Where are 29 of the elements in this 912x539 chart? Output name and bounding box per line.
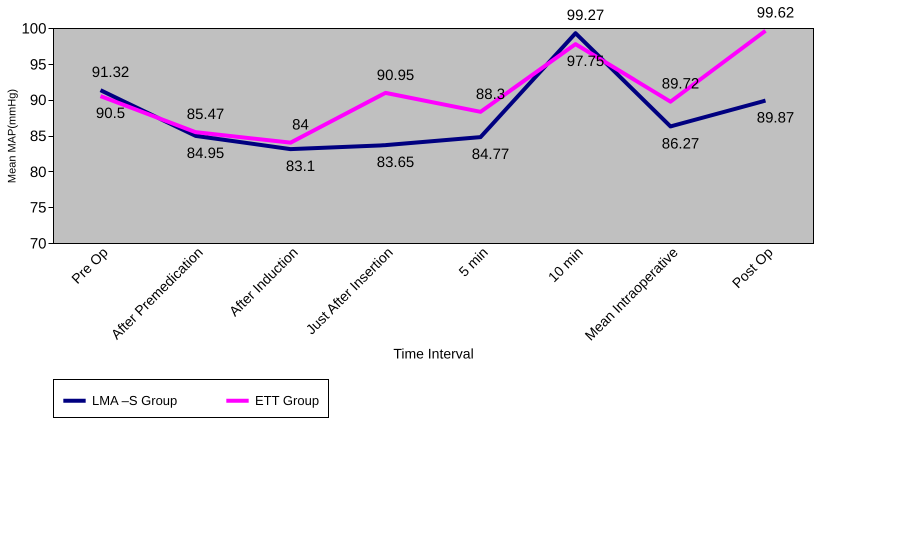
data-label: 97.75: [566, 53, 604, 70]
x-tick-label: 5 min: [455, 244, 491, 280]
x-tick-label: Pre Op: [68, 244, 112, 287]
data-label: 84: [292, 116, 309, 134]
y-axis-title: Mean MAP(mmHg): [6, 88, 18, 184]
legend-label: LMA –S Group: [92, 392, 178, 408]
data-label: 90.5: [96, 105, 126, 122]
y-tick-label: 80: [30, 164, 46, 181]
y-tick-label: 90: [30, 92, 46, 110]
data-label: 91.32: [92, 64, 130, 82]
x-axis-title: Time Interval: [393, 345, 474, 362]
data-label: 84.95: [186, 144, 224, 162]
data-label: 84.77: [472, 146, 510, 164]
legend-label: ETT Group: [255, 392, 320, 408]
data-label: 90.95: [376, 66, 414, 84]
data-label: 86.27: [662, 135, 700, 152]
data-label: 89.87: [756, 110, 794, 127]
y-tick-label: 100: [21, 20, 46, 38]
data-label: 83.1: [286, 158, 316, 176]
y-tick-label: 85: [30, 128, 46, 145]
y-tick-label: 70: [30, 236, 46, 252]
data-label: 85.47: [186, 106, 224, 124]
data-label: 99.27: [566, 7, 604, 24]
y-tick-label: 75: [30, 200, 46, 217]
data-label: 88.3: [476, 86, 506, 103]
y-tick-label: 95: [30, 56, 46, 74]
data-label: 83.65: [376, 154, 414, 172]
data-label: 99.62: [756, 4, 794, 22]
x-tick-label: 10 min: [544, 244, 586, 286]
